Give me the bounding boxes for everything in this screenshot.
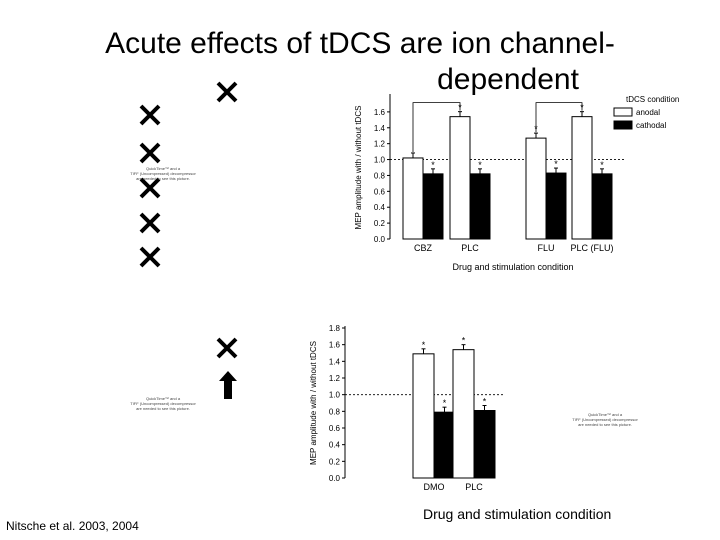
y-tick-label: 0.0 <box>329 474 341 483</box>
y-tick-label: 0.6 <box>374 187 386 196</box>
arrow-up-icon <box>218 370 238 400</box>
legend-swatch-anodal <box>613 107 633 117</box>
bar-anodal <box>412 353 435 479</box>
y-tick-label: 1.2 <box>374 140 386 149</box>
legend-label-cathodal: cathodal <box>636 121 666 130</box>
bar-anodal <box>525 137 547 240</box>
image-placeholder: QuickTime™ and a TIFF (Uncompressed) deco… <box>130 166 196 181</box>
y-tick-label: 0.2 <box>374 219 386 228</box>
significance-bracket <box>412 102 461 152</box>
y-tick-label: 0.4 <box>329 441 341 450</box>
close-icon <box>137 210 163 236</box>
image-placeholder: QuickTime™ and a TIFF (Uncompressed) deco… <box>572 412 638 427</box>
bar-cathodal <box>545 172 567 240</box>
y-tick-label: 1.0 <box>374 156 386 165</box>
x-tick-label: FLU <box>537 243 554 253</box>
y-tick-label: 0.8 <box>329 407 341 416</box>
bar-anodal <box>452 349 475 479</box>
bar-cathodal <box>469 173 491 240</box>
x-axis-label: Drug and stimulation condition <box>452 262 573 272</box>
y-tick-label: 0.4 <box>374 203 386 212</box>
y-tick-label: 1.4 <box>329 357 341 366</box>
slide-title: Acute effects of tDCS are ion channel- <box>105 27 615 60</box>
close-icon <box>137 244 163 270</box>
significance-asterisk: * <box>431 160 435 170</box>
y-tick-label: 1.6 <box>374 108 386 117</box>
y-tick-label: 1.8 <box>329 324 341 333</box>
chart-x-axis-label: Drug and stimulation condition <box>423 506 612 522</box>
y-tick-label: 1.2 <box>329 374 341 383</box>
significance-asterisk: * <box>462 336 466 346</box>
bar-chart-drug-conditions: 0.0 0.2 0.4 0.6 0.8 1.0 1.2 1.4 1.6 MEP amplitude… <box>354 94 679 272</box>
legend-title: tDCS condition <box>626 95 679 104</box>
x-tick-label: PLC <box>461 243 479 253</box>
x-tick-label: PLC (FLU) <box>570 243 613 253</box>
y-tick-label: 0.0 <box>374 235 386 244</box>
significance-asterisk: * <box>600 160 604 170</box>
y-tick-label: 0.6 <box>329 424 341 433</box>
bar-anodal <box>571 116 593 240</box>
significance-bracket <box>535 102 583 133</box>
bar-cathodal <box>422 173 444 240</box>
bar-cathodal <box>433 411 456 479</box>
legend-label-anodal: anodal <box>636 108 660 117</box>
bar-anodal <box>449 116 471 240</box>
x-tick-label: PLC <box>465 482 483 492</box>
citation: Nitsche et al. 2003, 2004 <box>6 519 139 533</box>
bar-cathodal <box>591 173 613 240</box>
significance-asterisk: * <box>422 340 426 350</box>
y-tick-label: 0.8 <box>374 171 386 180</box>
y-tick-label: 0.2 <box>329 457 341 466</box>
close-icon <box>214 79 240 105</box>
y-axis-label: MEP amplitude with / without tDCS <box>354 106 363 230</box>
close-icon <box>137 102 163 128</box>
close-icon <box>137 175 163 201</box>
bar-chart-dmo-condition: 0.0 0.2 0.4 0.6 0.8 1.0 1.2 1.4 1.6 1.8 MEP amplit… <box>309 324 505 492</box>
x-tick-label: DMO <box>424 482 445 492</box>
image-placeholder: QuickTime™ and a TIFF (Uncompressed) deco… <box>130 396 196 411</box>
significance-asterisk: * <box>478 160 482 170</box>
y-tick-label: 1.0 <box>329 391 341 400</box>
close-icon <box>214 335 240 361</box>
bar-cathodal <box>473 410 496 479</box>
y-tick-label: 1.6 <box>329 341 341 350</box>
y-tick-label: 1.4 <box>374 124 386 133</box>
slide-title-continued: dependent <box>437 63 579 96</box>
close-icon <box>137 140 163 166</box>
significance-asterisk: * <box>483 397 487 407</box>
x-tick-label: CBZ <box>414 243 433 253</box>
significance-asterisk: * <box>443 398 447 408</box>
significance-asterisk: * <box>554 159 558 169</box>
legend-swatch-cathodal <box>613 120 633 130</box>
y-axis-label: MEP amplitude with / without tDCS <box>309 341 318 465</box>
bar-anodal <box>402 157 424 240</box>
